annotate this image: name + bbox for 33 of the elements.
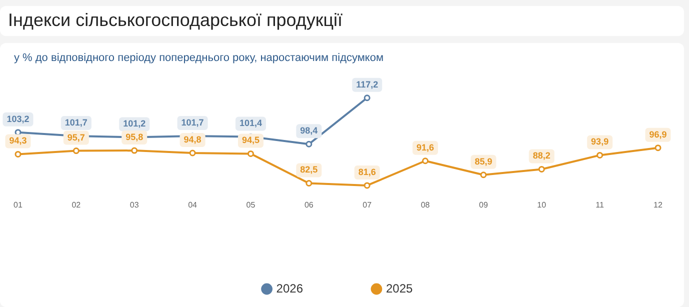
data-label: 103,2 xyxy=(6,114,30,124)
data-label: 101,2 xyxy=(123,118,146,129)
legend-label: 2025 xyxy=(386,281,414,296)
x-tick-label: 02 xyxy=(72,200,82,210)
legend-label: 2026 xyxy=(276,281,304,296)
x-tick-label: 11 xyxy=(596,200,605,210)
x-tick-label: 03 xyxy=(130,200,140,210)
x-tick-label: 04 xyxy=(188,200,198,210)
data-label: 96,9 xyxy=(649,129,667,140)
x-tick-label: 09 xyxy=(479,200,488,210)
data-label: 85,9 xyxy=(474,156,492,166)
x-tick-label: 12 xyxy=(654,200,663,210)
data-label: 117,2 xyxy=(356,79,378,90)
data-label: 91,6 xyxy=(416,142,434,152)
data-label: 82,5 xyxy=(300,164,318,175)
data-label: 101,7 xyxy=(64,118,88,128)
data-label: 101,7 xyxy=(181,118,204,128)
data-label: 98,4 xyxy=(300,126,318,136)
x-tick-label: 06 xyxy=(304,200,314,210)
chart-title: Індекси сільськогосподарської продукції xyxy=(0,6,684,35)
data-label: 93,9 xyxy=(591,136,609,147)
data-label: 81,6 xyxy=(358,166,376,177)
data-label: 94,3 xyxy=(9,136,27,146)
data-label: 94,8 xyxy=(184,134,202,144)
data-label: 95,7 xyxy=(67,132,85,142)
data-label: 88,2 xyxy=(532,150,550,161)
x-tick-label: 08 xyxy=(420,200,430,210)
x-tick-label: 10 xyxy=(537,200,547,210)
x-tick-label: 07 xyxy=(362,200,372,210)
data-label: 101,4 xyxy=(239,118,262,128)
x-tick-label: 05 xyxy=(246,200,256,210)
x-tick-label: 01 xyxy=(14,200,23,210)
chart-subtitle: у % до відповідного періоду попереднього року, наростаючим підсумком xyxy=(13,51,385,64)
